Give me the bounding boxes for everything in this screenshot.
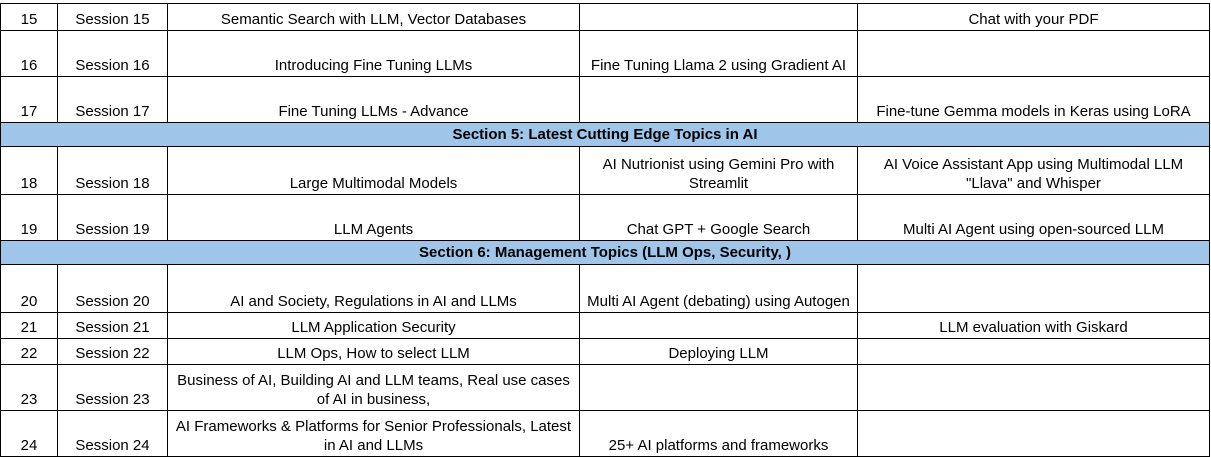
session-number-cell[interactable]: 19 xyxy=(0,194,58,241)
project-1-cell[interactable]: Chat GPT + Google Search xyxy=(579,194,858,241)
session-number-cell[interactable]: 24 xyxy=(0,410,58,457)
topic-cell[interactable]: Introducing Fine Tuning LLMs xyxy=(167,30,580,77)
project-1-cell[interactable] xyxy=(579,3,858,31)
session-number-cell[interactable]: 22 xyxy=(0,338,58,365)
session-row: 22 Session 22 LLM Ops, How to select LLM De… xyxy=(0,338,1210,365)
session-number-cell[interactable]: 20 xyxy=(0,264,58,313)
project-1-cell[interactable] xyxy=(579,76,858,123)
project-1-cell[interactable]: Fine Tuning Llama 2 using Gradient AI xyxy=(579,30,858,77)
project-1-cell[interactable] xyxy=(579,312,858,339)
session-name-cell[interactable]: Session 15 xyxy=(57,3,168,31)
curriculum-table: 15 Session 15 Semantic Search with LLM, Ve… xyxy=(0,3,1210,457)
project-2-cell[interactable]: Multi AI Agent using open-sourced LLM xyxy=(857,194,1210,241)
session-name-cell[interactable]: Session 16 xyxy=(57,30,168,77)
session-row: 20 Session 20 AI and Society, Regulations … xyxy=(0,264,1210,313)
topic-cell[interactable]: LLM Agents xyxy=(167,194,580,241)
session-row: 19 Session 19 LLM Agents Chat GPT + Google … xyxy=(0,194,1210,241)
session-row: 18 Session 18 Large Multimodal Models AI Nu… xyxy=(0,146,1210,195)
project-2-cell[interactable] xyxy=(857,338,1210,365)
session-name-cell[interactable]: Session 17 xyxy=(57,76,168,123)
topic-cell[interactable]: LLM Application Security xyxy=(167,312,580,339)
topic-cell[interactable]: Business of AI, Building AI and LLM team… xyxy=(167,364,580,411)
session-row: 16 Session 16 Introducing Fine Tuning LLMs… xyxy=(0,30,1210,77)
session-number-cell[interactable]: 17 xyxy=(0,76,58,123)
session-row: 17 Session 17 Fine Tuning LLMs - Advance Fi… xyxy=(0,76,1210,123)
project-2-cell[interactable]: LLM evaluation with Giskard xyxy=(857,312,1210,339)
session-row: 21 Session 21 LLM Application Security LLM … xyxy=(0,312,1210,339)
section-title[interactable]: Section 5: Latest Cutting Edge Topics in… xyxy=(0,122,1210,147)
session-row: 24 Session 24 AI Frameworks & Platforms fo… xyxy=(0,410,1210,457)
topic-cell[interactable]: AI Frameworks & Platforms for Senior Pro… xyxy=(167,410,580,457)
topic-cell[interactable]: AI and Society, Regulations in AI and LL… xyxy=(167,264,580,313)
session-row: 23 Session 23 Business of AI, Building AI … xyxy=(0,364,1210,411)
session-name-cell[interactable]: Session 24 xyxy=(57,410,168,457)
session-name-cell[interactable]: Session 21 xyxy=(57,312,168,339)
project-2-cell[interactable]: Chat with your PDF xyxy=(857,3,1210,31)
project-1-cell[interactable]: 25+ AI platforms and frameworks xyxy=(579,410,858,457)
section-header-row: Section 5: Latest Cutting Edge Topics in… xyxy=(0,122,1210,147)
session-number-cell[interactable]: 18 xyxy=(0,146,58,195)
session-name-cell[interactable]: Session 22 xyxy=(57,338,168,365)
project-2-cell[interactable]: Fine-tune Gemma models in Keras using Lo… xyxy=(857,76,1210,123)
section-header-row: Section 6: Management Topics (LLM Ops, S… xyxy=(0,240,1210,265)
project-1-cell[interactable] xyxy=(579,364,858,411)
project-2-cell[interactable] xyxy=(857,264,1210,313)
topic-cell[interactable]: Large Multimodal Models xyxy=(167,146,580,195)
project-2-cell[interactable]: AI Voice Assistant App using Multimodal … xyxy=(857,146,1210,195)
project-2-cell[interactable] xyxy=(857,364,1210,411)
session-name-cell[interactable]: Session 23 xyxy=(57,364,168,411)
session-number-cell[interactable]: 21 xyxy=(0,312,58,339)
project-1-cell[interactable]: Multi AI Agent (debating) using Autogen xyxy=(579,264,858,313)
topic-cell[interactable]: LLM Ops, How to select LLM xyxy=(167,338,580,365)
project-1-cell[interactable]: Deploying LLM xyxy=(579,338,858,365)
session-number-cell[interactable]: 23 xyxy=(0,364,58,411)
session-name-cell[interactable]: Session 20 xyxy=(57,264,168,313)
topic-cell[interactable]: Fine Tuning LLMs - Advance xyxy=(167,76,580,123)
session-row: 15 Session 15 Semantic Search with LLM, Ve… xyxy=(0,3,1210,31)
project-1-cell[interactable]: AI Nutrionist using Gemini Pro with Stre… xyxy=(579,146,858,195)
section-title[interactable]: Section 6: Management Topics (LLM Ops, S… xyxy=(0,240,1210,265)
session-name-cell[interactable]: Session 18 xyxy=(57,146,168,195)
session-number-cell[interactable]: 15 xyxy=(0,3,58,31)
session-name-cell[interactable]: Session 19 xyxy=(57,194,168,241)
session-number-cell[interactable]: 16 xyxy=(0,30,58,77)
project-2-cell[interactable] xyxy=(857,410,1210,457)
project-2-cell[interactable] xyxy=(857,30,1210,77)
topic-cell[interactable]: Semantic Search with LLM, Vector Databas… xyxy=(167,3,580,31)
